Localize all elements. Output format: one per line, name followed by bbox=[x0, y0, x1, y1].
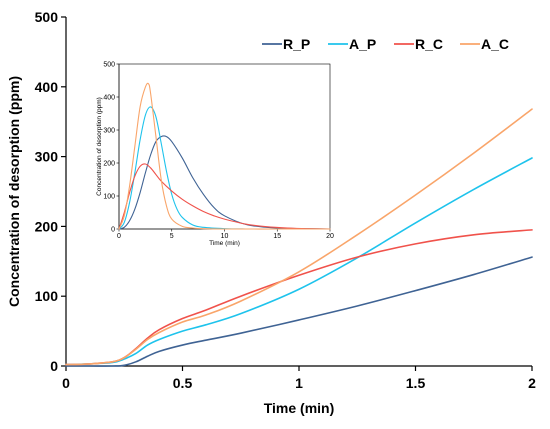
main-y-tick-label: 400 bbox=[35, 79, 59, 95]
main-series-line-a-c bbox=[65, 108, 533, 366]
main-x-tick-label: 0.5 bbox=[173, 375, 193, 391]
main-y-tick-label: 0 bbox=[50, 358, 58, 374]
inset-x-tick-label: 10 bbox=[221, 233, 229, 240]
legend-label-a-p: A_P bbox=[349, 36, 376, 52]
inset-plot-area bbox=[118, 63, 331, 230]
inset-x-tick-label: 15 bbox=[273, 233, 281, 240]
inset-x-tick-label: 20 bbox=[326, 233, 334, 240]
inset-y-tick-label: 200 bbox=[103, 161, 115, 168]
main-y-axis-title: Concentration of desorption (ppm) bbox=[6, 76, 22, 307]
main-y-tick-label: 500 bbox=[35, 9, 59, 25]
main-x-tick-label: 1 bbox=[295, 375, 303, 391]
inset-series-line-a-c bbox=[118, 82, 331, 230]
inset-x-axis-title: Time (min) bbox=[209, 240, 240, 247]
inset-y-tick-label: 500 bbox=[103, 62, 115, 69]
main-y-tick-label: 200 bbox=[35, 218, 59, 234]
inset-series-line-r-c bbox=[118, 163, 331, 230]
legend-label-r-p: R_P bbox=[283, 36, 310, 52]
main-y-tick-label: 300 bbox=[35, 149, 59, 165]
main-series-line-a-p bbox=[65, 157, 533, 366]
main-y-tick-label: 100 bbox=[35, 288, 59, 304]
inset-y-tick-label: 400 bbox=[103, 95, 115, 102]
main-x-axis-title: Time (min) bbox=[264, 400, 335, 416]
inset-series-line-r-p bbox=[118, 135, 331, 230]
inset-x-tick-label: 0 bbox=[117, 233, 121, 240]
main-series-line-r-p bbox=[65, 256, 533, 367]
inset-y-tick-label: 0 bbox=[111, 227, 115, 234]
main-x-tick-label: 0 bbox=[62, 375, 70, 391]
inset-x-tick-label: 5 bbox=[170, 233, 174, 240]
inset-y-axis-title: Concentration of desorption (ppm) bbox=[96, 97, 103, 196]
legend-label-r-c: R_C bbox=[415, 36, 443, 52]
main-x-tick-label: 2 bbox=[528, 375, 536, 391]
inset-y-tick-label: 300 bbox=[103, 128, 115, 135]
legend-label-a-c: A_C bbox=[481, 36, 509, 52]
main-x-tick-label: 1.5 bbox=[406, 375, 426, 391]
inset-y-tick-label: 100 bbox=[103, 194, 115, 201]
